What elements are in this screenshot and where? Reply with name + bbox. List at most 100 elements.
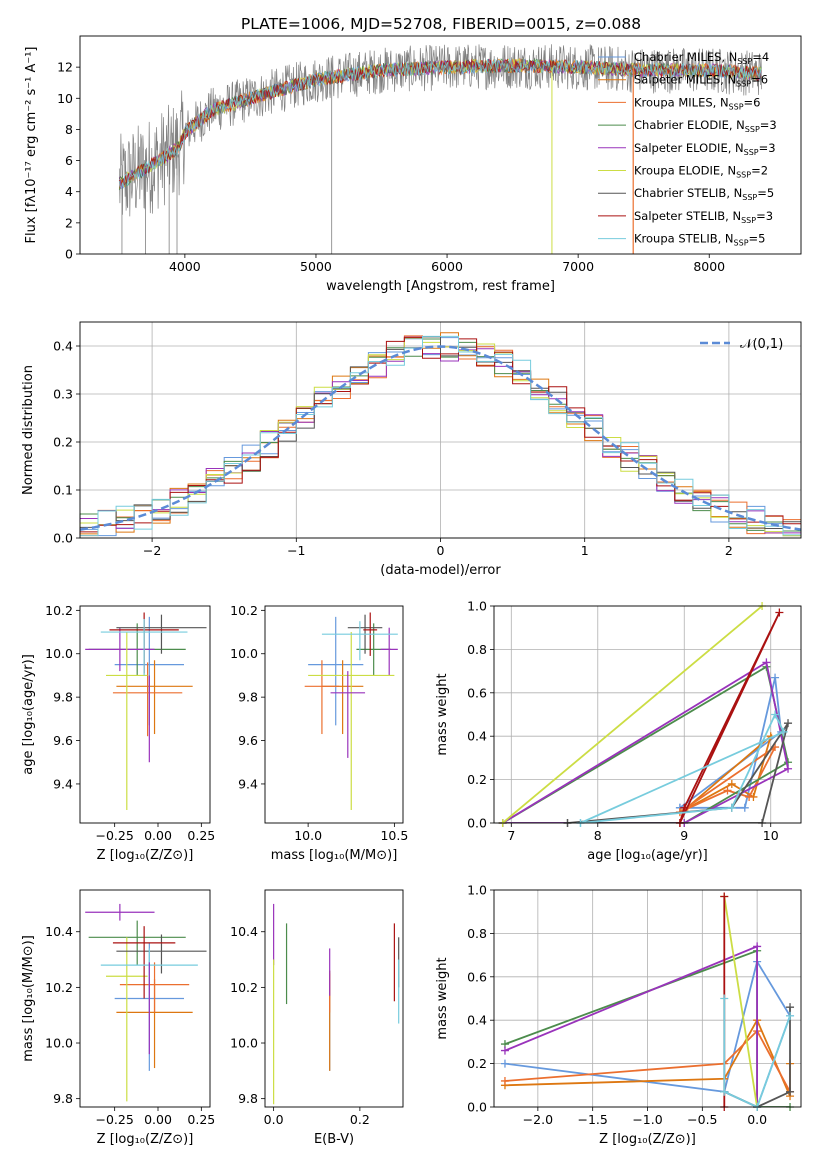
x-tick-label: 0.2 — [350, 1112, 370, 1127]
y-tick-label: 0 — [65, 247, 73, 262]
weight-point-marker — [500, 1059, 509, 1068]
spectrum-panel: 4000 5000 6000 7000 8000 0 2 4 6 8 10 12 wavelength … — [24, 35, 802, 294]
y-tick-label: 0.6 — [467, 685, 487, 700]
y-tick-label: 4 — [65, 184, 73, 199]
legend-entry: Salpeter STELIB, NSSP=3 — [634, 209, 773, 225]
weight-point-marker — [745, 792, 754, 801]
age-vs-mass-panel: 10.0 10.5 9.4 9.6 9.8 10.0 10.2 mass [log₁₀(M/M… — [230, 603, 408, 863]
axes-frame — [79, 889, 211, 1108]
legend-entry: Chabrier ELODIE, NSSP=3 — [634, 118, 777, 134]
normal-curve — [79, 345, 802, 531]
legend-value: =6 — [751, 73, 768, 87]
x-tick-label: 0.0 — [264, 1112, 284, 1127]
legend-subscript: SSP — [742, 193, 757, 202]
x-axis-label: Z [log₁₀(Z/Z⊙)] — [599, 1132, 696, 1147]
weight-point-marker — [740, 803, 749, 812]
weight-point-marker — [720, 994, 729, 1003]
y-tick-label: 9.8 — [53, 1091, 73, 1106]
axes-frame — [79, 35, 802, 255]
y-tick-label: 10.0 — [230, 1036, 258, 1051]
x-tick-label: −0.5 — [687, 1112, 717, 1127]
legend-subscript: SSP — [729, 102, 744, 111]
x-tick-label: 9 — [680, 828, 688, 843]
y-tick-label: 9.8 — [53, 690, 73, 705]
model-line — [118, 58, 762, 190]
histogram-series — [79, 336, 801, 538]
weight-point-marker — [775, 608, 784, 617]
weight-point-marker — [784, 719, 793, 728]
x-tick-label: 0.25 — [187, 1112, 215, 1127]
x-tick-label: 6000 — [431, 259, 463, 274]
residuals-panel: −2 −1 0 1 2 0.0 0.1 0.2 0.3 0.4 (data-model)/error… — [21, 321, 802, 578]
axes-frame — [264, 605, 404, 824]
y-tick-label: 0.2 — [467, 772, 487, 787]
y-axis-label: age [log₁₀(age/yr)] — [21, 654, 36, 775]
x-tick-label: 0.00 — [144, 1112, 172, 1127]
legend-subscript: SSP — [737, 57, 752, 66]
x-tick-label: 0.00 — [144, 828, 172, 843]
y-tick-label: 12 — [57, 60, 73, 75]
legend-value: =5 — [757, 186, 774, 200]
x-tick-label: 8000 — [693, 259, 725, 274]
weight-series-line — [504, 945, 758, 1107]
legend-subscript: SSP — [745, 125, 760, 134]
histogram-series — [79, 336, 801, 538]
y-tick-label: 1.0 — [467, 883, 487, 898]
legend-entry: Salpeter ELODIE, NSSP=3 — [634, 141, 776, 157]
y-tick-label: 6 — [65, 153, 73, 168]
x-tick-label: 8 — [594, 828, 602, 843]
x-tick-label: 4000 — [169, 259, 201, 274]
weight-point-marker — [779, 727, 788, 736]
legend-entry: Salpeter MILES, NSSP=6 — [634, 73, 768, 89]
axes-frame — [493, 605, 802, 824]
weight-series-line — [679, 677, 783, 809]
y-tick-label: 10.2 — [45, 980, 73, 995]
y-tick-label: 10 — [57, 91, 73, 106]
y-axis-label: Flux [fλ10⁻¹⁷ erg cm⁻² s⁻¹ A⁻¹] — [24, 47, 39, 244]
weight-point-marker — [727, 803, 736, 812]
y-tick-label: 10.2 — [230, 980, 258, 995]
y-tick-label: 0.0 — [53, 531, 73, 546]
y-tick-label: 10.0 — [45, 646, 73, 661]
weight-vs-metallicity-panel: −2.0 −1.5 −1.0 −0.5 0.0 0.0 0.2 0.4 0.6 0.8 1.0 Z [… — [435, 883, 802, 1147]
y-tick-label: 9.6 — [53, 733, 73, 748]
weight-point-marker — [771, 673, 780, 682]
weight-point-marker — [784, 764, 793, 773]
y-tick-label: 0.2 — [467, 1056, 487, 1071]
y-tick-label: 10.2 — [230, 603, 258, 618]
y-tick-label: 0.3 — [53, 387, 73, 402]
y-tick-label: 9.8 — [238, 1091, 258, 1106]
axes-frame — [79, 321, 802, 539]
x-tick-label: −0.25 — [96, 1112, 134, 1127]
x-tick-label: 1 — [581, 543, 589, 558]
weight-point-marker — [500, 1046, 509, 1055]
x-axis-label: wavelength [Angstrom, rest frame] — [326, 279, 555, 294]
y-tick-label: 0.1 — [53, 483, 73, 498]
y-tick-label: 9.4 — [53, 776, 73, 791]
x-tick-label: 10 — [763, 828, 779, 843]
x-axis-label: age [log₁₀(age/yr)] — [587, 848, 708, 863]
weight-point-marker — [500, 1076, 509, 1085]
x-tick-label: −1 — [287, 543, 305, 558]
weight-series-line — [679, 612, 781, 823]
x-tick-label: −2 — [143, 543, 161, 558]
x-tick-label: 0.0 — [747, 1112, 767, 1127]
weight-point-marker — [762, 658, 771, 667]
y-tick-label: 0.0 — [467, 816, 487, 831]
age-vs-metallicity-panel: −0.25 0.00 0.25 9.4 9.6 9.8 10.0 10.2 Z [log₁₀(Z… — [21, 603, 215, 863]
weight-series-line — [502, 665, 790, 823]
y-axis-label: mass weight — [435, 957, 450, 1039]
legend-entry: Chabrier STELIB, NSSP=5 — [634, 186, 774, 202]
legend-value: =3 — [760, 118, 777, 132]
y-tick-label: 0.0 — [467, 1100, 487, 1115]
legend-value: =6 — [744, 95, 761, 109]
legend-subscript: SSP — [741, 216, 756, 225]
x-tick-label: 0.25 — [187, 828, 215, 843]
histogram-series — [79, 335, 801, 538]
y-tick-label: 10.4 — [230, 924, 258, 939]
y-tick-label: 0.2 — [53, 435, 73, 450]
weight-point-marker — [720, 1087, 729, 1096]
x-tick-label: 10.5 — [380, 828, 408, 843]
weight-point-marker — [753, 942, 762, 951]
x-tick-label: 0 — [437, 543, 445, 558]
